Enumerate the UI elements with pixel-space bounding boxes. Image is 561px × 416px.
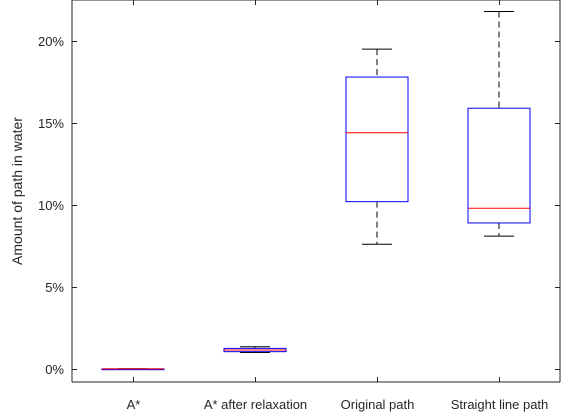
x-tick-label: Straight line path: [451, 397, 549, 412]
y-tick-label: 15%: [38, 116, 64, 131]
box: [345, 76, 409, 203]
x-tick-label: Original path: [341, 397, 415, 412]
y-tick-label: 5%: [45, 280, 64, 295]
box-group: [467, 10, 531, 237]
x-tick-label: A* after relaxation: [204, 397, 307, 412]
box-group: [223, 346, 287, 353]
axes-layer: 0% 5% 10% 15% 20% A* A* after relaxation Origin…: [38, 0, 561, 412]
x-tick-label: A*: [127, 397, 141, 412]
boxes-layer: [101, 10, 531, 371]
box-group: [345, 48, 409, 245]
y-tick-label: 10%: [38, 198, 64, 213]
y-tick-label: 0%: [45, 362, 64, 377]
box: [467, 107, 531, 224]
y-axis-label: Amount of path in water: [9, 117, 25, 265]
plot-area: [72, 0, 560, 382]
y-tick-label: 20%: [38, 34, 64, 49]
box-group: [101, 368, 165, 371]
